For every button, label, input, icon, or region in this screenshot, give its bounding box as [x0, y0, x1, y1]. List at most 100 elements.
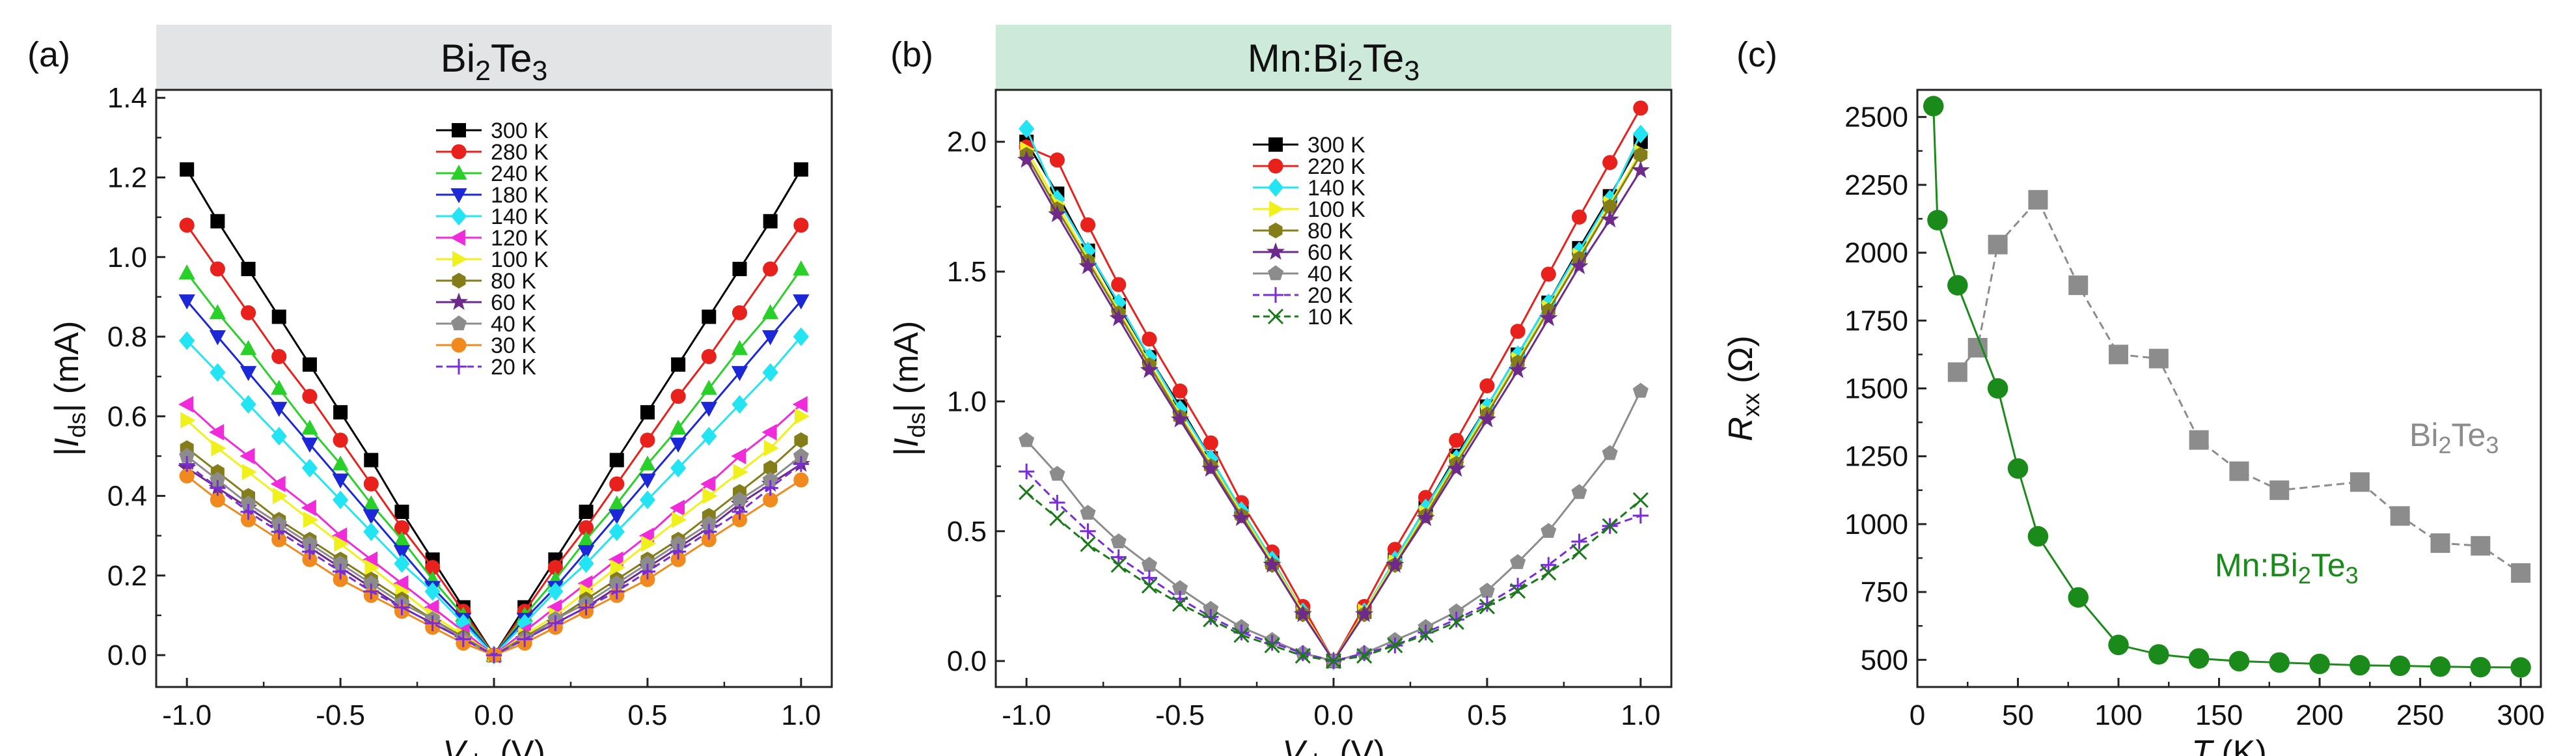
data-point [1080, 505, 1096, 520]
data-point [1448, 614, 1464, 630]
series-20-k [179, 456, 809, 664]
data-point [640, 405, 655, 420]
data-point [1541, 266, 1556, 282]
data-point [424, 599, 439, 616]
legend-marker [450, 206, 467, 226]
panel-3: (c) 0 50 100 150 200 250 300 500 750 1000 1250 1500 1… [1722, 35, 2545, 756]
data-point [1447, 459, 1466, 477]
legend-marker [1268, 137, 1283, 152]
data-point [700, 475, 716, 492]
legend-marker [1267, 287, 1284, 303]
data-point [547, 581, 564, 601]
legend-marker [450, 188, 467, 204]
data-point [670, 535, 687, 551]
data-point [578, 520, 594, 536]
y-tick-label: 1500 [1844, 373, 1908, 405]
data-point [793, 447, 809, 463]
legend-label: 40 K [491, 312, 536, 337]
data-point [1170, 410, 1190, 428]
data-point [2510, 657, 2531, 678]
data-point [702, 487, 718, 505]
legend-label: 300 K [491, 119, 549, 143]
data-point [1479, 582, 1495, 598]
series-line [1026, 491, 1641, 662]
data-point [670, 419, 687, 435]
legend-marker [452, 272, 466, 289]
data-point [271, 524, 287, 540]
panel-label: (a) [27, 35, 70, 74]
legend-marker [451, 337, 467, 353]
data-point [2068, 275, 2089, 296]
data-point [671, 357, 686, 372]
data-point [1203, 600, 1219, 616]
data-point [639, 473, 656, 489]
data-point [793, 472, 809, 488]
data-point [301, 438, 318, 453]
data-point [1263, 555, 1281, 573]
data-point [731, 340, 748, 356]
data-point [271, 515, 287, 531]
x-tick-label: 100 [2094, 699, 2142, 731]
legend-marker [450, 315, 467, 331]
data-point [1386, 555, 1404, 573]
y-tick-label: 1.5 [947, 256, 987, 288]
panel-1: (a) Bi2Te3 -1.0 -0.5 0.0 0.5 1.0 0.0 0.2 0.4 0.6 0.… [27, 25, 833, 756]
data-point [1049, 494, 1065, 511]
chart-title: Bi2Te3 [441, 36, 548, 87]
data-point [793, 162, 808, 177]
legend-marker [450, 164, 467, 180]
data-point [1603, 199, 1617, 215]
data-point [179, 456, 195, 472]
data-point [2269, 480, 2290, 500]
legend-marker [1267, 265, 1284, 281]
x-tick-label: 0.0 [1313, 699, 1353, 731]
data-point [364, 453, 379, 468]
data-point [701, 515, 717, 531]
data-point [1602, 518, 1618, 534]
y-axis-label: Rxx (Ω) [1722, 335, 1764, 441]
data-point [547, 599, 562, 616]
y-tick-label: 0.5 [947, 516, 987, 548]
x-tick-label: 0 [1910, 699, 1925, 731]
data-point [2269, 652, 2290, 673]
legend-label: 60 K [1308, 240, 1353, 265]
data-point [2007, 458, 2029, 479]
legend-label: 60 K [491, 290, 536, 315]
data-point [547, 560, 563, 576]
data-point [1541, 523, 1557, 539]
series-20-k [1019, 463, 1649, 669]
data-point [732, 262, 747, 277]
data-point [1172, 383, 1188, 399]
data-point [179, 468, 195, 484]
data-point [1172, 580, 1188, 595]
data-point [763, 492, 778, 508]
data-point [670, 552, 686, 567]
data-point [731, 366, 748, 382]
data-point [701, 532, 717, 548]
legend-label: 300 K [1308, 133, 1365, 158]
data-point [1633, 100, 1649, 116]
legend-marker [1268, 158, 1283, 174]
data-point [1080, 217, 1096, 232]
data-point [1019, 484, 1035, 501]
data-point [579, 505, 594, 520]
data-point [363, 495, 379, 511]
series-line [1956, 198, 2521, 574]
data-point [1048, 204, 1067, 223]
data-point [1571, 533, 1587, 550]
data-point [609, 509, 625, 525]
plot-frame [1916, 89, 2542, 688]
data-point [794, 432, 808, 449]
x-tick-label: -1.0 [162, 699, 212, 731]
legend-label: 20 K [491, 355, 536, 380]
data-point [1355, 604, 1374, 623]
data-point [301, 458, 318, 478]
data-point [178, 294, 195, 310]
y-axis-label: |Ids| (mA) [48, 321, 90, 456]
data-point [363, 476, 379, 492]
data-point [1325, 653, 1342, 669]
data-point [763, 261, 778, 277]
data-point [733, 464, 748, 481]
data-point [333, 572, 348, 587]
data-point [1203, 609, 1219, 625]
